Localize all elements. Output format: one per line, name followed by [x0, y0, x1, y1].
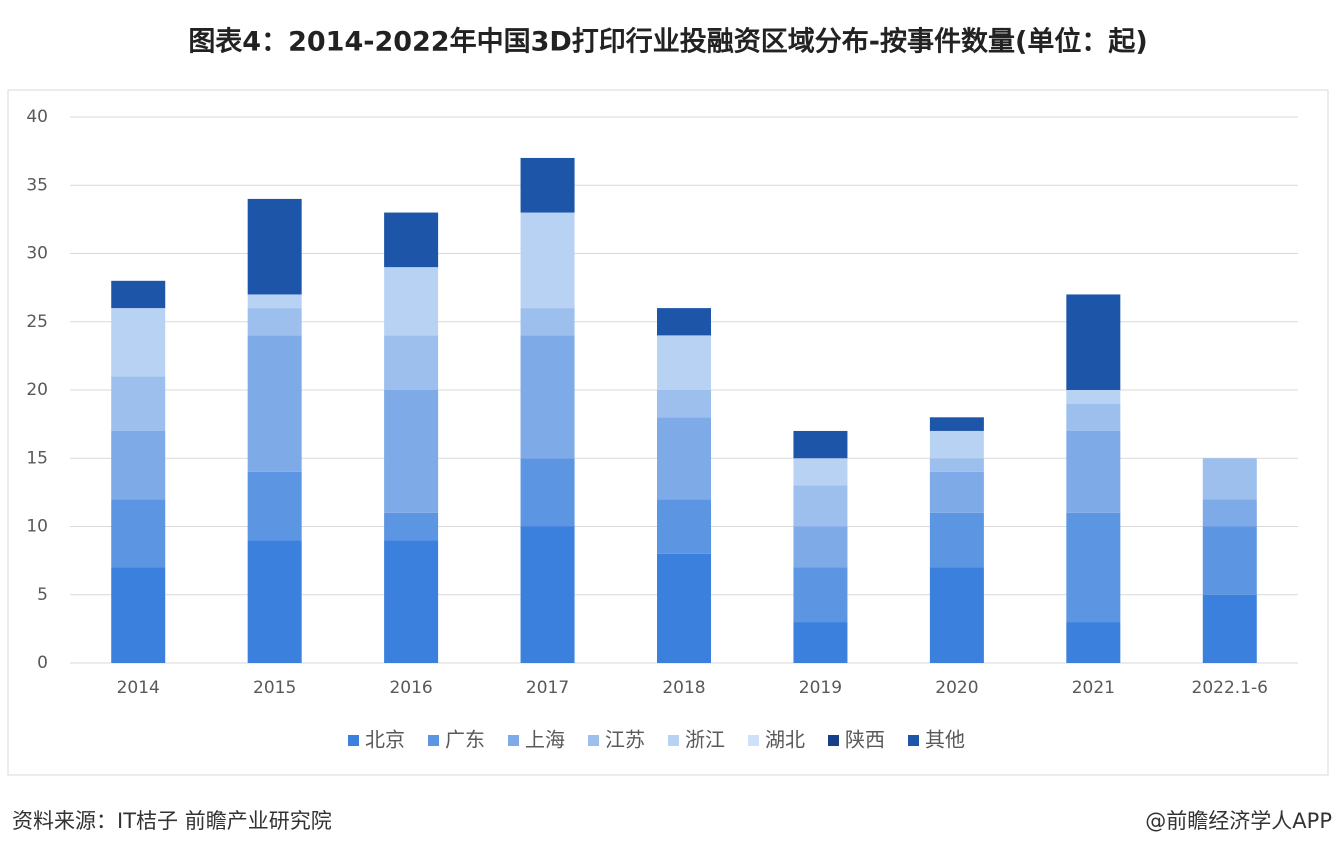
bar-segment [657, 417, 711, 500]
y-tick-label: 10 [26, 517, 48, 537]
legend-swatch [428, 735, 439, 746]
bar-segment [384, 212, 439, 268]
legend-label: 广东 [445, 728, 485, 752]
x-tick-label: 2021 [1072, 678, 1115, 698]
bar-segment [111, 280, 166, 309]
legend-label: 湖北 [765, 728, 805, 752]
bar-segment [793, 485, 848, 527]
bar-segment [1202, 594, 1257, 663]
legend-swatch [348, 735, 359, 746]
bar-segment [111, 430, 166, 500]
x-tick-label: 2015 [253, 678, 296, 698]
legend-label: 上海 [525, 728, 565, 752]
chart-title: 图表4：2014-2022年中国3D打印行业投融资区域分布-按事件数量(单位：起… [188, 26, 1147, 58]
bar-segment [929, 417, 984, 431]
bar-segment [793, 622, 848, 663]
bar-segment [793, 430, 848, 459]
y-tick-label: 40 [26, 107, 48, 127]
y-tick-label: 5 [37, 585, 48, 605]
y-tick-label: 35 [26, 175, 48, 195]
bar-segment [929, 512, 984, 568]
bar-segment [520, 157, 575, 213]
legend-label: 其他 [925, 728, 965, 752]
bar-segment [657, 308, 711, 336]
bar-segment [1202, 499, 1257, 527]
y-tick-label: 20 [26, 380, 48, 400]
legend-label: 浙江 [685, 728, 725, 752]
bar-segment [520, 335, 575, 459]
bar-segment [1066, 430, 1121, 513]
bar-segment [929, 471, 984, 513]
bar-segment [384, 335, 439, 390]
bar-segment [1066, 622, 1121, 663]
legend-swatch [828, 735, 839, 746]
legend-swatch [748, 735, 759, 746]
legend-label: 北京 [365, 728, 405, 752]
bar-segment [520, 458, 575, 527]
bar-segment [384, 390, 439, 513]
bar-segment [929, 430, 984, 459]
bar-segment [1202, 458, 1257, 500]
x-tick-label: 2016 [389, 678, 432, 698]
y-tick-label: 30 [26, 244, 48, 264]
bar-segment [793, 458, 848, 486]
bar-segment [111, 308, 166, 377]
legend-swatch [588, 735, 599, 746]
source: 资料来源：IT桔子 前瞻产业研究院 [12, 809, 332, 833]
bar-segment [657, 390, 711, 418]
bar-segment [657, 335, 711, 390]
legend-swatch [908, 735, 919, 746]
bar-segment [793, 567, 848, 623]
bar-segment [929, 567, 984, 663]
bar-segment [247, 294, 302, 309]
bar-segment [657, 553, 711, 663]
credit: @前瞻经济学人APP [1145, 809, 1332, 833]
bar-segment [1202, 526, 1257, 595]
bar-segment [520, 212, 575, 309]
bar-segment [1066, 512, 1121, 623]
bar-segment [1066, 403, 1121, 431]
bar-segment [520, 526, 575, 663]
x-tick-label: 2014 [117, 678, 160, 698]
bar-segment [384, 512, 439, 541]
bar-segment [520, 308, 575, 336]
bar-segment [793, 526, 848, 568]
bar-segment [111, 376, 166, 431]
bar-segment [657, 499, 711, 554]
x-tick-label: 2018 [662, 678, 705, 698]
bar-segment [111, 499, 166, 568]
bar-segment [247, 540, 302, 663]
x-tick-label: 2020 [935, 678, 978, 698]
y-tick-label: 0 [37, 653, 48, 673]
y-tick-label: 25 [26, 312, 48, 332]
x-tick-label: 2017 [526, 678, 569, 698]
x-tick-label: 2022.1-6 [1192, 678, 1268, 698]
legend-label: 陕西 [845, 728, 885, 752]
bar-segment [1066, 294, 1121, 390]
bar-segment [1066, 390, 1121, 404]
bar-segment [247, 471, 302, 541]
bar-segment [247, 308, 302, 336]
bar-segment [247, 198, 302, 295]
chart-frame [7, 89, 1329, 776]
bar-segment [111, 567, 166, 663]
bar-segment [384, 267, 439, 336]
bar-segment [929, 458, 984, 472]
legend-swatch [668, 735, 679, 746]
bar-segment [247, 335, 302, 472]
bar-segment [384, 540, 439, 663]
y-tick-label: 15 [26, 448, 48, 468]
legend-swatch [508, 735, 519, 746]
legend-label: 江苏 [605, 728, 645, 752]
x-tick-label: 2019 [799, 678, 842, 698]
